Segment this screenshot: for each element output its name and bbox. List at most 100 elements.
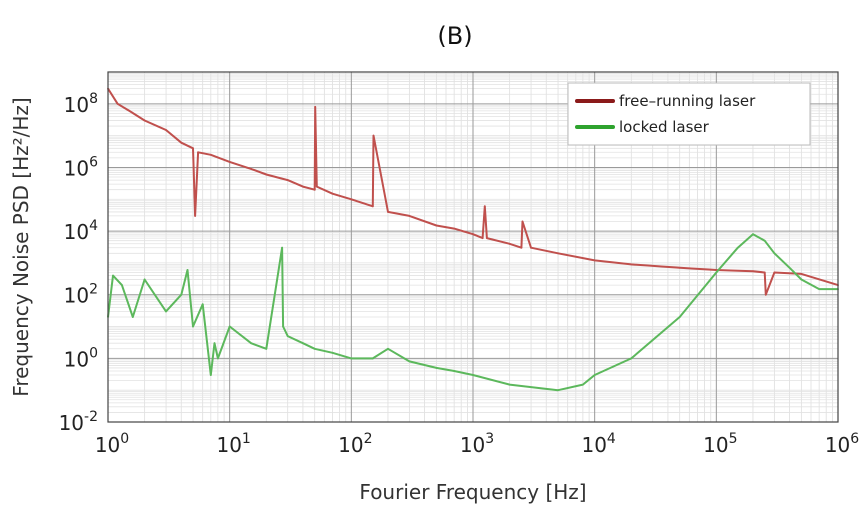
data-point <box>197 151 200 154</box>
data-point <box>116 102 119 105</box>
data-point <box>265 347 268 350</box>
data-point <box>630 263 633 266</box>
legend: free–running laser locked laser <box>567 82 811 146</box>
data-point <box>192 325 194 328</box>
data-point <box>143 119 146 122</box>
data-point <box>557 389 559 392</box>
data-point <box>453 227 456 230</box>
data-point <box>143 278 146 281</box>
data-point <box>678 266 681 269</box>
y-axis-title: Frequency Noise PSD [Hz²/Hz] <box>9 97 33 396</box>
data-point <box>764 293 767 296</box>
y-tick-labels: 10-2 100 102 104 106 108 <box>59 91 99 435</box>
series-layer <box>107 87 839 392</box>
major-gridlines <box>107 72 838 423</box>
x-tick-labels: 100 101 102 103 104 105 106 <box>95 431 859 457</box>
data-point <box>763 239 766 242</box>
data-point <box>121 284 123 286</box>
x-tick-label: 103 <box>460 431 494 457</box>
data-point <box>818 288 821 290</box>
data-point <box>286 179 289 182</box>
data-point <box>209 374 212 376</box>
x-tick-label: 101 <box>216 431 250 457</box>
data-point <box>228 161 231 163</box>
data-point <box>331 351 334 354</box>
data-point <box>228 325 231 328</box>
data-point <box>112 274 114 277</box>
data-point <box>408 215 411 217</box>
data-point <box>593 259 596 262</box>
x-tick-label: 106 <box>825 431 859 457</box>
data-point <box>715 271 718 274</box>
x-tick-label: 100 <box>95 431 129 457</box>
data-point <box>435 367 438 369</box>
data-point <box>165 129 167 131</box>
data-point <box>520 246 523 249</box>
data-point <box>315 185 318 188</box>
x-tick-label: 105 <box>703 431 737 457</box>
x-axis-title: Fourier Frequency [Hz] <box>359 480 586 504</box>
data-point <box>435 224 438 227</box>
data-point <box>630 357 633 360</box>
data-point <box>773 252 776 255</box>
y-tick-label: 104 <box>64 218 98 244</box>
legend-label: free–running laser <box>619 92 756 110</box>
data-point <box>313 347 316 350</box>
data-point <box>408 360 411 363</box>
data-point <box>265 173 268 176</box>
data-point <box>508 242 511 245</box>
y-tick-label: 100 <box>64 345 98 371</box>
data-point <box>217 357 219 360</box>
data-point <box>350 198 353 201</box>
data-point <box>593 374 596 376</box>
data-point <box>250 342 253 345</box>
data-point <box>302 342 304 345</box>
data-point <box>186 269 189 271</box>
data-point <box>763 271 766 274</box>
data-point <box>282 325 284 328</box>
data-point <box>302 185 304 188</box>
data-point <box>508 383 511 386</box>
data-point <box>371 357 374 360</box>
y-tick-label: 108 <box>64 91 98 117</box>
data-point <box>387 211 389 213</box>
data-point <box>350 357 353 360</box>
data-point <box>521 220 524 223</box>
y-tick-label: 106 <box>64 154 98 180</box>
data-point <box>372 134 375 137</box>
data-point <box>800 273 803 275</box>
data-point <box>773 271 776 274</box>
data-point <box>250 168 253 170</box>
data-point <box>331 192 334 195</box>
data-point <box>313 188 316 191</box>
data-point <box>314 106 317 108</box>
data-point <box>752 233 754 236</box>
data-point <box>486 237 488 240</box>
data-point <box>678 316 681 318</box>
plot-frame <box>107 71 839 423</box>
data-point <box>715 269 718 271</box>
data-point <box>800 278 803 281</box>
data-point <box>453 370 456 372</box>
data-point <box>209 153 212 156</box>
data-point <box>481 237 484 240</box>
data-point <box>165 310 167 313</box>
data-point <box>281 246 283 249</box>
data-point <box>131 316 134 318</box>
data-point <box>788 266 791 269</box>
data-point <box>192 147 194 150</box>
x-tick-label: 102 <box>338 431 372 457</box>
legend-box <box>567 82 811 146</box>
y-tick-label: 10-2 <box>59 409 98 435</box>
data-point <box>180 141 183 144</box>
data-point <box>472 233 474 236</box>
data-point <box>557 252 559 255</box>
legend-label: locked laser <box>619 118 710 136</box>
data-point <box>286 335 289 337</box>
x-tick-label: 104 <box>581 431 615 457</box>
data-point <box>387 347 389 350</box>
data-point <box>180 293 183 296</box>
data-point <box>582 383 584 386</box>
chart-title: (B) <box>437 22 472 50</box>
